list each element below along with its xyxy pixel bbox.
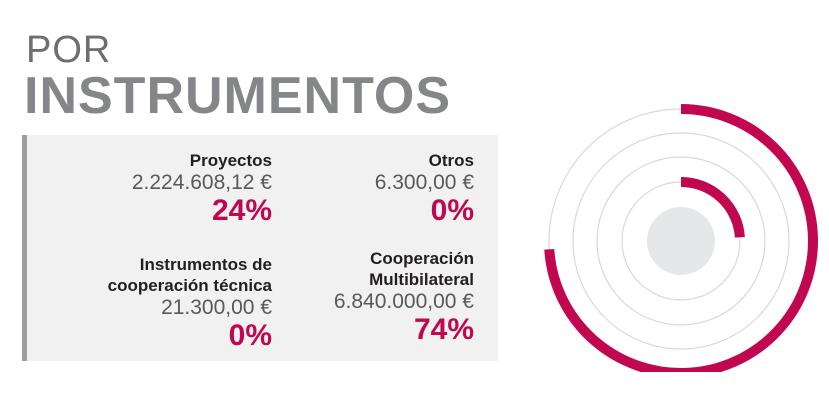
legend-panel-accent-bar — [22, 135, 27, 361]
ring-track-3 — [572, 132, 790, 350]
legend-item-amount: 2.224.608,12 € — [131, 171, 272, 194]
legend-item-percent: 24% — [211, 194, 272, 227]
chart-center-disc — [647, 207, 715, 275]
ring-arc-proyectos — [680, 177, 745, 238]
legend-item-otros: Otros 6.300,00 € 0% — [375, 150, 474, 227]
heading-line2: INSTRUMENTOS — [24, 67, 452, 125]
ring-track-2 — [596, 156, 766, 326]
legend-item-name: Otros — [428, 151, 474, 170]
ring-arc-cooperaci-n-multibilateral — [544, 104, 818, 372]
legend-item-cooperacion-multibilateral: Cooperación Multibilateral 6.840.000,00 … — [334, 248, 474, 346]
legend-item-amount: 6.300,00 € — [374, 171, 474, 194]
heading-line1: POR — [26, 29, 112, 71]
legend-item-amount: 21.300,00 € — [161, 296, 272, 319]
legend-item-name: Proyectos — [189, 151, 272, 170]
radial-bar-chart — [544, 104, 818, 372]
legend-item-percent: 0% — [430, 194, 474, 227]
legend-item-instrumentos-cooperacion-tecnica: Instrumentos de cooperación técnica 21.3… — [108, 254, 272, 352]
legend-item-name-line2: Multibilateral — [369, 270, 474, 289]
legend-panel — [22, 135, 498, 361]
legend-item-name-line1: Cooperación — [370, 249, 474, 268]
legend-item-name-line1: Instrumentos de — [139, 255, 272, 274]
legend-item-amount: 6.840.000,00 € — [333, 290, 474, 313]
legend-item-name-line2: cooperación técnica — [107, 276, 272, 295]
legend-item-percent: 74% — [413, 313, 474, 346]
legend-item-proyectos: Proyectos 2.224.608,12 € 24% — [132, 150, 272, 227]
legend-item-percent: 0% — [228, 319, 272, 352]
